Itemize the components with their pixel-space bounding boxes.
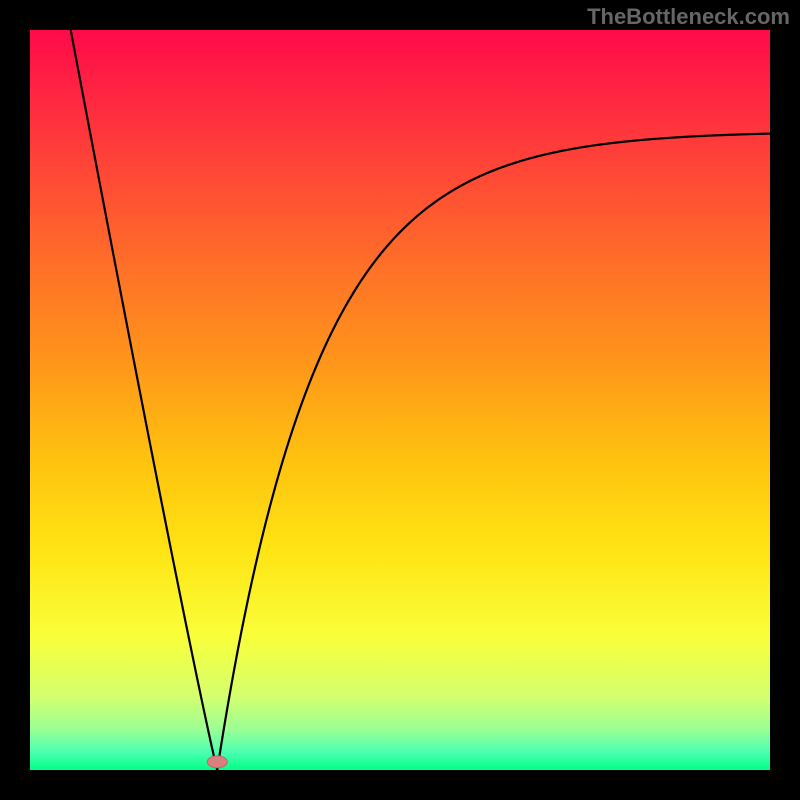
- chart-frame: TheBottleneck.com: [0, 0, 800, 800]
- optimal-point-marker: [207, 756, 227, 768]
- bottleneck-chart: [0, 0, 800, 800]
- watermark-text: TheBottleneck.com: [587, 4, 790, 30]
